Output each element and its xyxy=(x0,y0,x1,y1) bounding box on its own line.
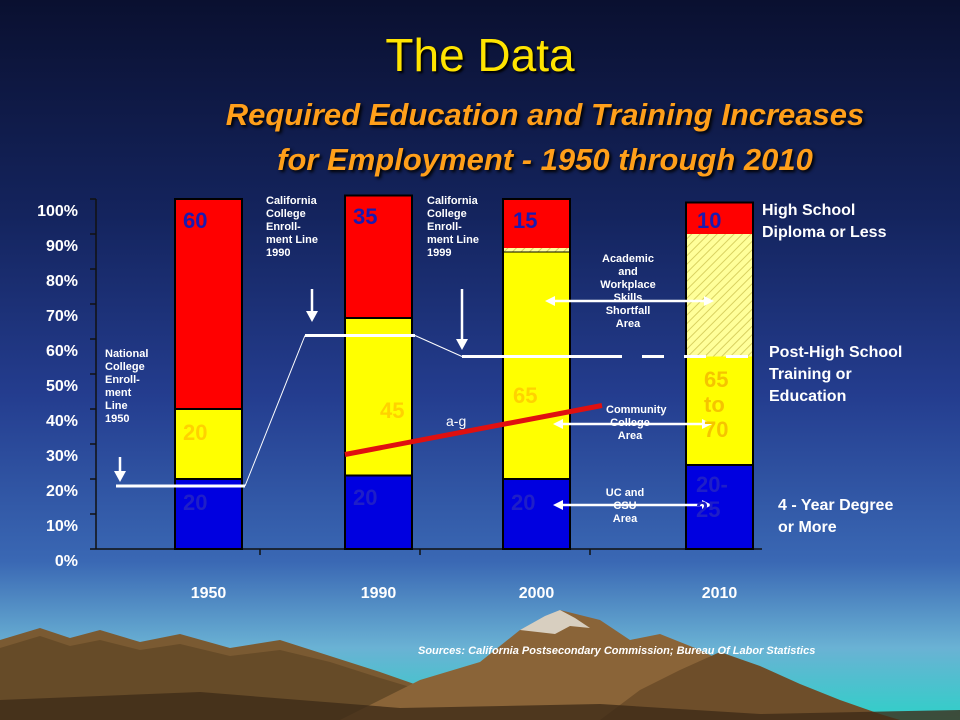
national-enrollment-arrow-head xyxy=(114,471,126,482)
y-tick-label: 90% xyxy=(46,238,78,255)
post-high-school-value-label: 45 xyxy=(380,398,404,423)
community-college-annotation: Community College Area xyxy=(606,404,667,442)
four-year-segment xyxy=(344,474,413,550)
high-school-segment xyxy=(502,198,571,253)
community-college-arrow-head-left xyxy=(553,419,563,429)
y-tick-label: 30% xyxy=(46,448,78,465)
y-tick-label: 80% xyxy=(46,273,78,290)
value-label-line: 45 xyxy=(380,398,404,423)
shortfall-area-arrow-head-right xyxy=(704,296,714,306)
value-label-line: 20- xyxy=(696,472,728,497)
value-label-line: 65 xyxy=(704,367,728,392)
ca-1999-enrollment-arrow-head xyxy=(456,339,468,350)
value-label-line: 20 xyxy=(353,485,377,510)
x-tick-label: 1990 xyxy=(361,585,397,602)
uc-csu-arrow-head-left xyxy=(553,500,563,510)
x-tick-label: 2010 xyxy=(702,585,738,602)
four-year-value-label: 20 xyxy=(511,490,535,515)
y-tick-label: 0% xyxy=(55,553,78,570)
legend-high-school: High School Diploma or Less xyxy=(762,202,887,241)
subtitle-line-1: Required Education and Training Increase… xyxy=(225,97,865,132)
shortfall-hatched-segment xyxy=(504,248,569,252)
y-tick-label: 100% xyxy=(37,203,78,220)
shortfall-hatched-segment xyxy=(687,234,752,357)
post-high-school-segment xyxy=(502,250,571,480)
community-college-arrow-head-right xyxy=(702,419,712,429)
ca-1990-enrollment-annotation: California College Enroll-ment Line 1990 xyxy=(266,195,318,259)
uc-csu-arrow-head-right xyxy=(702,500,712,510)
high-school-segment xyxy=(174,198,243,410)
value-label-line: 15 xyxy=(513,208,537,233)
ca-1999-enrollment-annotation: California College Enroll-ment Line 1999 xyxy=(427,195,479,259)
post-high-school-value-label: 20 xyxy=(183,420,207,445)
sources-note: Sources: California Postsecondary Commis… xyxy=(418,645,816,657)
x-tick-label: 1950 xyxy=(191,585,227,602)
post-high-school-segment xyxy=(174,408,243,480)
y-tick-label: 40% xyxy=(46,413,78,430)
y-tick-label: 70% xyxy=(46,308,78,325)
a-g-trend-line xyxy=(344,403,603,457)
y-tick-label: 60% xyxy=(46,343,78,360)
slide-subtitle: Required Education and Training Increase… xyxy=(145,92,945,182)
legend-post-high-school: Post-High School Training or Education xyxy=(769,344,903,405)
shortfall-area-arrow-head-left xyxy=(545,296,555,306)
high-school-value-label: 35 xyxy=(353,204,377,229)
four-year-value-label: 20-25 xyxy=(696,472,728,522)
a-g-label: a-g xyxy=(446,413,466,429)
shortfall-area-annotation: Academic and Workplace Skills Shortfall Are… xyxy=(600,253,656,330)
value-label-line: 25 xyxy=(696,497,720,522)
four-year-segment xyxy=(685,464,754,550)
four-year-value-label: 20 xyxy=(183,490,207,515)
y-tick-label: 10% xyxy=(46,518,78,535)
value-label-line: 65 xyxy=(513,383,537,408)
four-year-value-label: 20 xyxy=(353,485,377,510)
four-year-segment xyxy=(502,478,571,550)
post-high-school-value-label: 65 xyxy=(513,383,537,408)
enrollment-connector xyxy=(414,335,463,357)
uc-csu-annotation: UC and CSU Area xyxy=(605,487,645,525)
value-label-line: 20 xyxy=(183,420,207,445)
ca-1990-enrollment-arrow-head xyxy=(306,311,318,322)
subtitle-line-2: for Employment - 1950 through 2010 xyxy=(277,142,813,177)
high-school-value-label: 10 xyxy=(697,208,721,233)
high-school-segment xyxy=(344,194,413,319)
value-label-line: 20 xyxy=(511,490,535,515)
slide-title: The Data xyxy=(385,29,575,81)
national-enrollment-annotation: National College Enroll-ment Line 1950 xyxy=(105,348,149,425)
legend-four-year-degree: 4 - Year Degree or More xyxy=(778,497,894,536)
value-label-line: 20 xyxy=(183,490,207,515)
value-label-line: 35 xyxy=(353,204,377,229)
high-school-value-label: 60 xyxy=(183,208,207,233)
enrollment-connector xyxy=(244,335,306,487)
value-label-line: 70 xyxy=(704,417,728,442)
x-tick-label: 2000 xyxy=(519,585,555,602)
value-label-line: 60 xyxy=(183,208,207,233)
high-school-value-label: 15 xyxy=(513,208,537,233)
mountain-landscape xyxy=(0,610,960,720)
post-high-school-value-label: 65 to 70 xyxy=(704,367,728,442)
y-tick-label: 20% xyxy=(46,483,78,500)
value-label-line: to xyxy=(704,392,725,417)
y-tick-label: 50% xyxy=(46,378,78,395)
value-label-line: 10 xyxy=(697,208,721,233)
